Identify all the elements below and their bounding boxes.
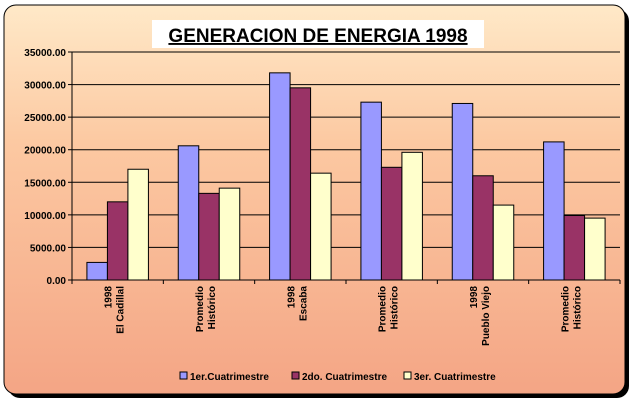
bar-2-5 xyxy=(472,175,494,281)
bar-2-1 xyxy=(106,201,129,281)
bar-3-6 xyxy=(584,217,606,281)
x-tick-label: PromedioHistórico xyxy=(378,286,401,332)
y-tick-label: 15000.00 xyxy=(24,178,66,189)
x-tick-label: PromedioHistórico xyxy=(195,286,218,332)
chart-title: GENERACION DE ENERGIA 1998 xyxy=(168,26,467,47)
legend-label: 1er.Cuatrimestre xyxy=(190,372,269,383)
legend-swatch xyxy=(403,371,412,380)
y-tick-label: 35000.00 xyxy=(24,48,66,59)
x-tick-label: 1998El Cadillal xyxy=(104,286,127,334)
bar-3-1 xyxy=(127,168,149,281)
y-tick-label: 25000.00 xyxy=(24,113,66,124)
y-tick-label: 30000.00 xyxy=(24,81,66,92)
bar-3-4 xyxy=(401,151,423,281)
y-tick-label: 20000.00 xyxy=(24,146,66,157)
bar-1-5 xyxy=(451,102,474,281)
x-axis: 1998El Cadillal PromedioHistórico 1998Esca… xyxy=(71,280,621,346)
legend-swatch xyxy=(179,371,188,380)
bar-2-3 xyxy=(289,87,312,281)
legend-swatch xyxy=(291,371,300,380)
bar-3-3 xyxy=(310,172,332,281)
bar-1-3 xyxy=(269,72,291,281)
bars xyxy=(86,72,606,281)
bar-2-2 xyxy=(198,192,220,281)
x-tick-label: PromedioHistórico xyxy=(560,286,583,332)
bar-1-1 xyxy=(86,261,108,281)
bar-1-6 xyxy=(543,141,565,281)
y-tick-label: 5000.00 xyxy=(30,243,67,254)
y-tick-label: 10000.00 xyxy=(24,211,66,222)
title-box xyxy=(152,20,484,48)
bar-1-4 xyxy=(360,101,382,281)
bar-3-2 xyxy=(218,187,241,281)
bar-2-6 xyxy=(563,215,586,281)
legend: 1er.Cuatrimestre 2do. Cuatrimestre 3er. Cu… xyxy=(179,371,496,383)
y-tick-label: 0.00 xyxy=(47,276,67,287)
legend-label: 2do. Cuatrimestre xyxy=(302,372,387,383)
x-tick-label: 1998Pueblo Viejo xyxy=(469,286,492,346)
grid-lines xyxy=(72,51,620,248)
y-axis: 0.00 5000.00 10000.00 15000.00 20000.00 25000… xyxy=(24,48,72,287)
bar-1-2 xyxy=(177,145,200,281)
x-tick-label: 1998Escaba xyxy=(286,286,309,321)
bar-2-4 xyxy=(380,166,403,281)
bar-3-5 xyxy=(492,204,515,281)
legend-label: 3er. Cuatrimestre xyxy=(414,372,496,383)
